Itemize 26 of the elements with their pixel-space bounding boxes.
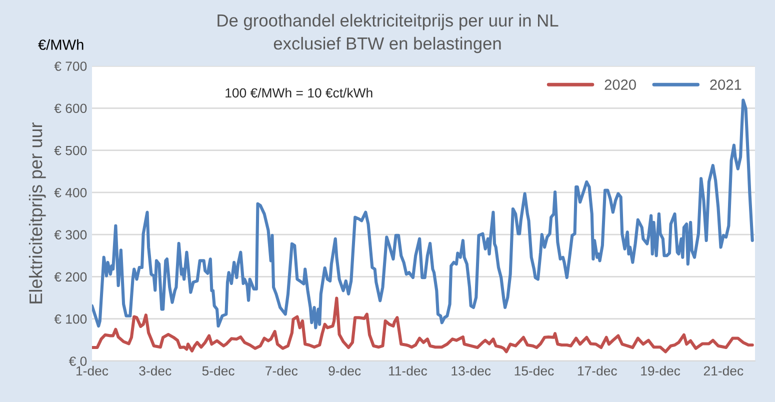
y-tick-label: € 200 [54,272,87,282]
x-tick-label: 7-dec [266,366,298,376]
y-tick-label: € 300 [54,230,87,240]
legend-label: 2021 [710,80,742,90]
x-tick-label: 17-dec [578,366,617,376]
x-tick-label: 5-dec [202,366,234,376]
y-tick-label: € 500 [54,146,87,156]
x-tick-label: 3-dec [139,366,172,376]
y-axis-title: Elektriciteitprijs per uur [28,122,46,304]
text: €/MWh [38,39,84,50]
y-tick-label: € 0 [68,356,87,366]
x-tick-label: 11-dec [389,366,428,376]
x-tick-label: 15-dec [514,366,554,376]
x-tick-label: 19-dec [641,366,680,376]
legend-label: 2020 [604,80,636,90]
y-tick-label: € 400 [54,188,87,198]
x-tick-label: 13-dec [452,366,491,376]
x-tick-label: 9-dec [328,366,361,376]
y-tick-label: € 600 [54,104,87,114]
x-tick-label: 21-dec [704,366,744,376]
chart-title: De groothandel elektriciteitprijs per uur in NL [218,14,558,30]
x-tick-label: 1-dec [76,366,108,376]
y-tick-label: € 100 [54,314,87,324]
y-tick-label: € 700 [54,62,87,71]
chart-subtitle: exclusief BTW en belastingen [274,36,501,54]
annotation: 100 €/MWh = 10 €ct/kWh [226,88,372,98]
